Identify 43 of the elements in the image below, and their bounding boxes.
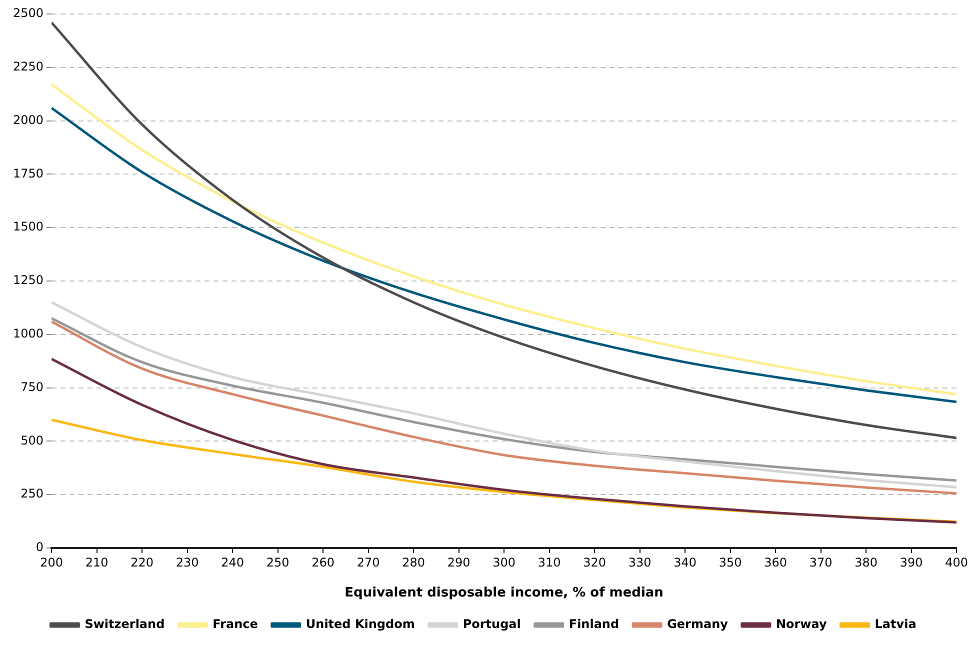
- legend-label: Switzerland: [84, 617, 165, 632]
- y-tick-label: 500: [20, 433, 44, 448]
- x-tick-label: 250: [266, 555, 290, 570]
- y-tick-label: 2500: [12, 6, 44, 20]
- x-axis-title: Equivalent disposable income, % of median: [344, 586, 664, 601]
- y-tick-label: 1750: [12, 166, 44, 180]
- x-tick-label: 270: [356, 555, 380, 570]
- x-tick-label: 310: [538, 555, 561, 570]
- legend-label: Portugal: [462, 617, 521, 632]
- legend-label: Norway: [776, 617, 827, 632]
- x-tick-label: 380: [854, 555, 878, 570]
- legend-label: Finland: [568, 617, 620, 632]
- legend-label: Latvia: [874, 617, 916, 632]
- line-series: [52, 21, 957, 440]
- x-tick-label: 240: [221, 555, 244, 570]
- x-tick-label: 220: [130, 555, 154, 570]
- x-tick-label: 300: [492, 555, 516, 570]
- x-tick-label: 400: [945, 555, 968, 570]
- y-tick-label: 750: [20, 380, 44, 394]
- y-tick-label: 1500: [12, 220, 44, 234]
- x-tick-label: 200: [40, 555, 63, 570]
- y-tick-label: 1000: [12, 326, 44, 341]
- x-tick-label: 280: [402, 555, 425, 570]
- legend-label: Germany: [667, 617, 728, 632]
- x-tick-label: 350: [718, 555, 742, 570]
- y-tick-label: 2000: [12, 112, 44, 127]
- y-tick-label: 1250: [12, 273, 44, 288]
- line-series: [52, 358, 957, 524]
- y-tick-label: 250: [20, 486, 44, 501]
- x-tick-label: 360: [764, 555, 787, 570]
- x-tick-label: 260: [312, 555, 334, 570]
- x-tick-label: 290: [447, 555, 470, 570]
- x-tick-label: 320: [583, 555, 606, 570]
- y-tick-label: 0: [36, 540, 44, 554]
- x-tick-label: 340: [674, 555, 696, 570]
- x-tick-label: 330: [628, 555, 652, 570]
- x-tick-label: 210: [85, 555, 108, 570]
- x-tick-label: 390: [900, 555, 923, 570]
- x-tick-label: 230: [176, 555, 199, 570]
- x-tick-label: 370: [809, 555, 832, 570]
- y-tick-label: 2250: [12, 60, 44, 74]
- legend-label: United Kingdom: [306, 617, 415, 632]
- legend-label: France: [212, 617, 258, 632]
